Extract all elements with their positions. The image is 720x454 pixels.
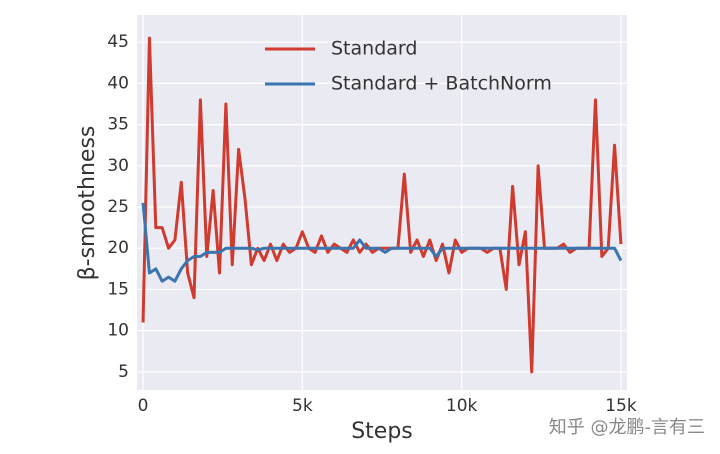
legend-label: Standard (331, 38, 417, 60)
y-tick-label: 25 (107, 197, 129, 217)
x-tick-label: 0 (138, 396, 149, 416)
y-tick-label: 40 (107, 73, 129, 93)
y-tick-label: 5 (118, 362, 129, 382)
x-axis-label: Steps (351, 419, 413, 444)
x-tick-label: 15k (605, 396, 637, 416)
y-axis-label: β-smoothness (75, 126, 100, 281)
x-tick-label: 5k (292, 396, 313, 416)
series-line (141, 202, 623, 283)
y-tick-label: 10 (107, 321, 129, 341)
watermark: 知乎 @龙鹏-言有三 (549, 417, 705, 438)
plot-area (137, 15, 627, 390)
y-tick-label: 15 (107, 279, 129, 299)
y-tick-label: 30 (107, 156, 129, 176)
grid (137, 15, 627, 390)
legend-label: Standard + BatchNorm (331, 73, 552, 95)
x-tick-label: 10k (446, 396, 478, 416)
series-line (141, 36, 623, 374)
y-tick-label: 35 (107, 115, 129, 135)
y-tick-label: 20 (107, 238, 129, 258)
labels: 5 10 15 20 25 30 35 40 45 0 5k 10k 15k Standard Standa… (107, 32, 636, 416)
y-tick-label: 45 (107, 32, 129, 52)
lines (141, 36, 623, 374)
